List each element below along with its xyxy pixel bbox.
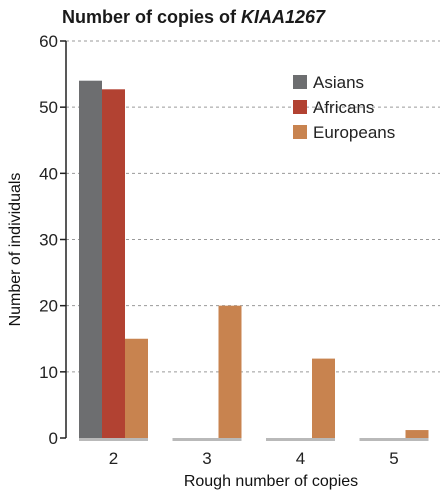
y-axis-title: Number of individuals [7, 173, 24, 327]
legend-label-africans: Africans [313, 98, 374, 117]
x-tick-label: 3 [202, 449, 211, 468]
chart-title-prefix: Number of copies of [62, 7, 241, 27]
x-tick-label: 5 [389, 449, 398, 468]
x-axis-ticks: 2 3 4 5 [109, 449, 399, 468]
category-baseline [172, 438, 242, 441]
x-tick-label: 4 [296, 449, 305, 468]
chart-title: Number of copies of KIAA1267 [62, 7, 326, 27]
bar-africans-2 [102, 89, 125, 438]
bar-europeans-2 [125, 338, 148, 438]
x-axis-title: Rough number of copies [184, 473, 358, 490]
y-tick-label: 30 [39, 231, 58, 250]
legend-label-europeans: Europeans [313, 123, 395, 142]
y-tick-label: 20 [39, 297, 58, 316]
category-baseline [266, 438, 335, 441]
bars [79, 80, 429, 441]
y-tick-label: 10 [39, 363, 58, 382]
bar-europeans-4 [312, 358, 335, 438]
x-tick-label: 2 [109, 449, 118, 468]
bar-europeans-5 [405, 430, 429, 438]
gridlines [66, 40, 440, 373]
bar-europeans-3 [218, 305, 242, 438]
y-axis-ticks: 0 10 20 30 40 50 60 [39, 32, 66, 448]
legend-swatch-europeans [293, 125, 307, 139]
y-tick-label: 60 [39, 32, 58, 51]
category-baseline [79, 438, 148, 441]
legend: Asians Africans Europeans [293, 73, 395, 142]
y-tick-label: 40 [39, 164, 58, 183]
legend-swatch-asians [293, 75, 307, 89]
category-baseline [359, 438, 429, 441]
legend-label-asians: Asians [313, 73, 364, 92]
y-tick-label: 0 [49, 429, 58, 448]
bar-asians-2 [79, 80, 102, 438]
legend-swatch-africans [293, 100, 307, 114]
y-tick-label: 50 [39, 98, 58, 117]
chart-title-gene: KIAA1267 [241, 7, 326, 27]
